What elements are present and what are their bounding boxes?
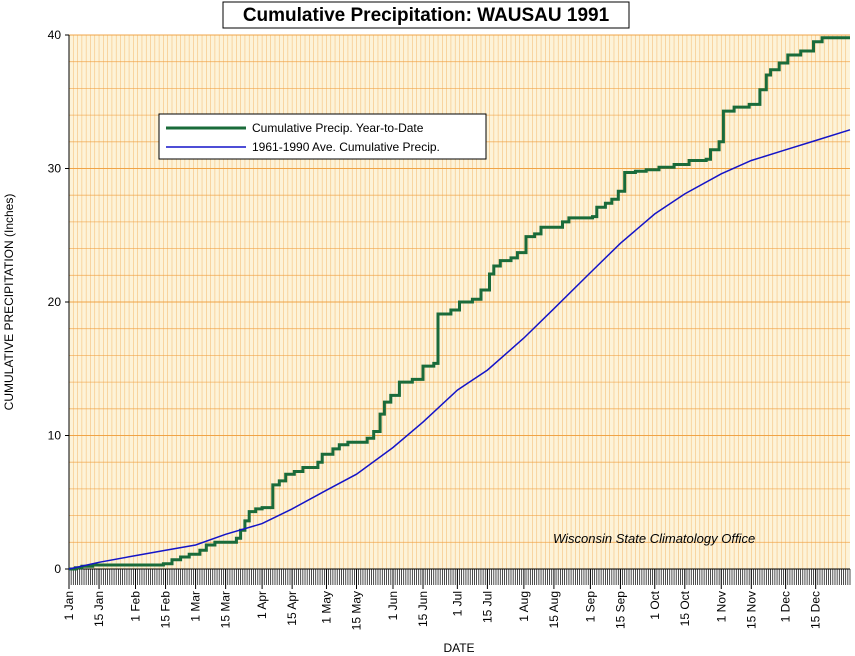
x-tick-label: 1 Oct [648, 590, 662, 619]
x-tick-label: 1 Jul [450, 591, 464, 616]
legend-box [158, 113, 487, 160]
legend: Cumulative Precip. Year-to-Date 1961-199… [158, 113, 487, 160]
x-tick-label: 1 Dec [779, 591, 793, 622]
y-tick-label: 30 [48, 162, 62, 176]
x-tick-label: 1 Mar [189, 591, 203, 622]
x-tick-label: 15 Apr [285, 591, 299, 626]
chart-title: Cumulative Precipitation: WAUSAU 1991 [243, 5, 610, 26]
x-tick-label: 15 Aug [547, 591, 561, 628]
series-group [68, 36, 851, 571]
x-tick-label: 15 Jul [480, 591, 494, 623]
x-tick-label: 1 May [319, 591, 333, 624]
x-tick-label: 1 Sep [583, 591, 597, 623]
x-tick-label: 15 Jan [92, 591, 106, 627]
x-tick-label: 15 Sep [613, 591, 627, 629]
y-tick-label: 40 [48, 28, 62, 42]
x-tick-label: 15 Feb [159, 591, 173, 629]
y-axis-title: CUMULATIVE PRECIPITATION (Inches) [2, 194, 16, 411]
legend-label-average: 1961-1990 Ave. Cumulative Precip. [252, 140, 440, 154]
x-tick-label: 15 Jun [416, 591, 430, 627]
x-tick-label: 1 Aug [517, 591, 531, 622]
y-tick-label: 10 [48, 429, 62, 443]
legend-label-actual: Cumulative Precip. Year-to-Date [252, 121, 424, 135]
x-tick-label: 1 Nov [714, 591, 728, 622]
y-axis-ticks: 0 10 20 30 40 [48, 28, 69, 576]
x-tick-label: 15 Mar [219, 591, 233, 628]
x-tick-label: 15 Dec [809, 591, 823, 629]
x-axis-title: DATE [443, 641, 474, 655]
x-tick-label: 15 Nov [744, 591, 758, 629]
x-tick-label: 15 May [350, 591, 364, 630]
source-annotation: Wisconsin State Climatology Office [553, 531, 755, 546]
x-tick-label: 1 Jun [386, 591, 400, 620]
y-tick-label: 20 [48, 295, 62, 309]
series-line-average [68, 129, 851, 570]
title-box [222, 1, 630, 29]
x-tick-label: 1 Jan [62, 591, 76, 620]
x-axis-ticks: 1 Jan 15 Jan 1 Feb 15 Feb 1 Mar 15 Mar 1 Apr 15… [62, 569, 851, 630]
x-tick-label: 1 Apr [255, 591, 269, 619]
x-tick-label: 15 Oct [678, 590, 692, 626]
x-tick-label: 1 Feb [129, 591, 143, 622]
y-tick-label: 0 [54, 562, 61, 576]
